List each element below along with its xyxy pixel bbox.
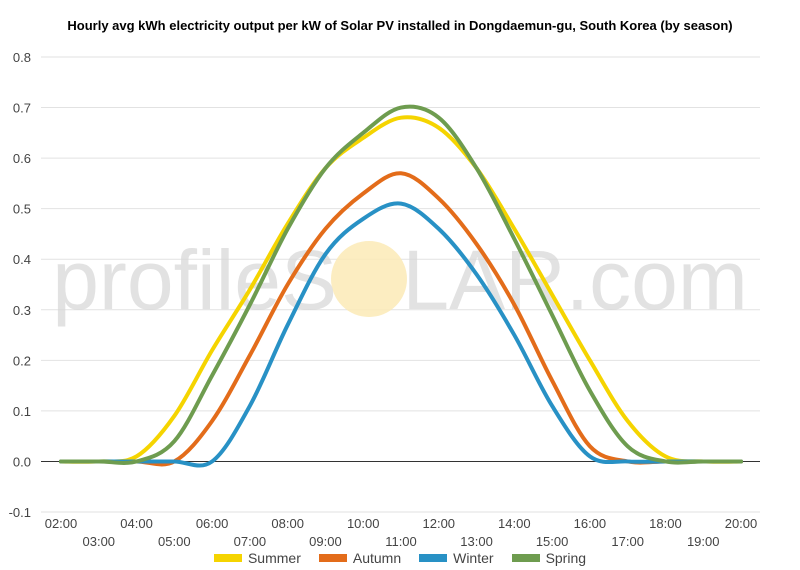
x-tick-label: 09:00 <box>309 534 342 549</box>
x-tick-label: 12:00 <box>423 516 456 531</box>
x-tick-label: 19:00 <box>687 534 720 549</box>
x-tick-label: 03:00 <box>83 534 116 549</box>
legend-swatch <box>318 554 347 562</box>
legend-swatch <box>511 554 540 562</box>
x-axis: 02:00 03:00 04:00 05:00 06:00 07:00 08:00 09:00… <box>45 516 758 549</box>
watermark-text: profileSOLAR.com <box>52 233 748 327</box>
legend-item-summer[interactable]: Summer <box>213 550 301 566</box>
watermark-text-part: O <box>337 233 402 327</box>
y-tick-label: 0.6 <box>13 151 31 166</box>
x-tick-label: 06:00 <box>196 516 229 531</box>
series-line-winter <box>59 201 743 468</box>
y-tick-label: 0.1 <box>13 404 31 419</box>
y-tick-label: 0.4 <box>13 252 31 267</box>
x-tick-label: 10:00 <box>347 516 380 531</box>
watermark: profileSOLAR.com <box>52 233 748 327</box>
y-tick-label: 0.7 <box>13 101 31 116</box>
legend-label: Spring <box>545 550 587 566</box>
y-tick-label: 0.3 <box>13 303 31 318</box>
legend-item-winter[interactable]: Winter <box>419 550 494 566</box>
legend-swatch <box>213 554 242 562</box>
watermark-text-part: LAR.com <box>402 233 747 327</box>
y-tick-label: 0.0 <box>13 454 31 469</box>
series-line-spring <box>59 104 743 465</box>
chart-legend: Summer Autumn Winter Spring <box>0 549 800 567</box>
y-tick-label: 0.2 <box>13 353 31 368</box>
series-lines <box>59 104 743 468</box>
legend-label: Autumn <box>352 550 402 566</box>
x-tick-label: 07:00 <box>234 534 267 549</box>
x-tick-label: 13:00 <box>460 534 493 549</box>
y-tick-label: 0.8 <box>13 50 31 65</box>
legend-label: Summer <box>247 550 301 566</box>
x-tick-label: 05:00 <box>158 534 191 549</box>
x-tick-label: 08:00 <box>271 516 304 531</box>
x-tick-label: 17:00 <box>611 534 644 549</box>
chart-title: Hourly avg kWh electricity output per kW… <box>67 18 733 33</box>
x-tick-label: 14:00 <box>498 516 531 531</box>
legend-item-autumn[interactable]: Autumn <box>318 550 402 566</box>
legend-swatch <box>419 554 448 562</box>
x-tick-label: 20:00 <box>725 516 758 531</box>
x-tick-label: 15:00 <box>536 534 569 549</box>
x-tick-label: 11:00 <box>385 534 417 549</box>
legend-item-spring[interactable]: Spring <box>511 550 587 566</box>
x-tick-label: 18:00 <box>649 516 682 531</box>
y-tick-label: 0.5 <box>13 202 31 217</box>
y-tick-label: -0.1 <box>9 505 31 520</box>
x-tick-label: 02:00 <box>45 516 78 531</box>
series-line-summer <box>59 115 743 464</box>
watermark-sun-icon <box>331 241 407 317</box>
legend-label: Winter <box>453 550 494 566</box>
y-axis: -0.1 0.0 0.1 0.2 0.3 0.4 0.5 0.6 0.7 0.8 <box>9 50 31 520</box>
x-tick-label: 16:00 <box>574 516 607 531</box>
x-tick-label: 04:00 <box>120 516 153 531</box>
